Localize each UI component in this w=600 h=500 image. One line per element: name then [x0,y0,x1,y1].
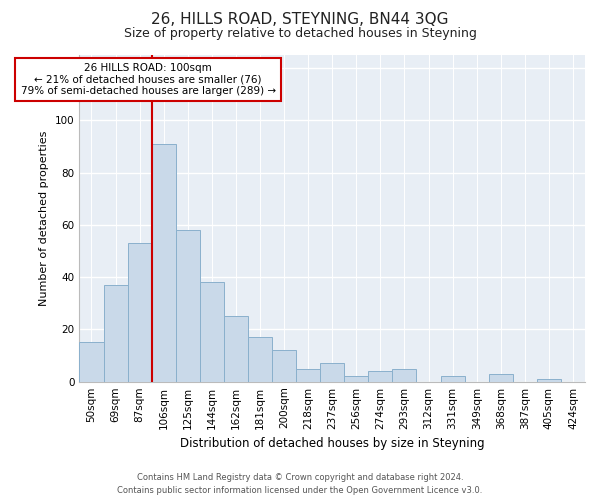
Bar [200,282,224,382]
Bar [104,285,128,382]
Bar [320,364,344,382]
Text: 26 HILLS ROAD: 100sqm
← 21% of detached houses are smaller (76)
79% of semi-deta: 26 HILLS ROAD: 100sqm ← 21% of detached … [20,63,275,96]
X-axis label: Distribution of detached houses by size in Steyning: Distribution of detached houses by size … [180,437,485,450]
Text: Contains HM Land Registry data © Crown copyright and database right 2024.
Contai: Contains HM Land Registry data © Crown c… [118,473,482,495]
Bar [489,374,513,382]
Bar [79,342,104,382]
Bar [537,379,561,382]
Bar [224,316,248,382]
Bar [128,243,152,382]
Y-axis label: Number of detached properties: Number of detached properties [39,130,49,306]
Bar [368,371,392,382]
Bar [440,376,464,382]
Bar [152,144,176,382]
Bar [248,338,272,382]
Bar [296,368,320,382]
Bar [392,368,416,382]
Bar [272,350,296,382]
Bar [344,376,368,382]
Text: 26, HILLS ROAD, STEYNING, BN44 3QG: 26, HILLS ROAD, STEYNING, BN44 3QG [151,12,449,28]
Bar [176,230,200,382]
Text: Size of property relative to detached houses in Steyning: Size of property relative to detached ho… [124,28,476,40]
